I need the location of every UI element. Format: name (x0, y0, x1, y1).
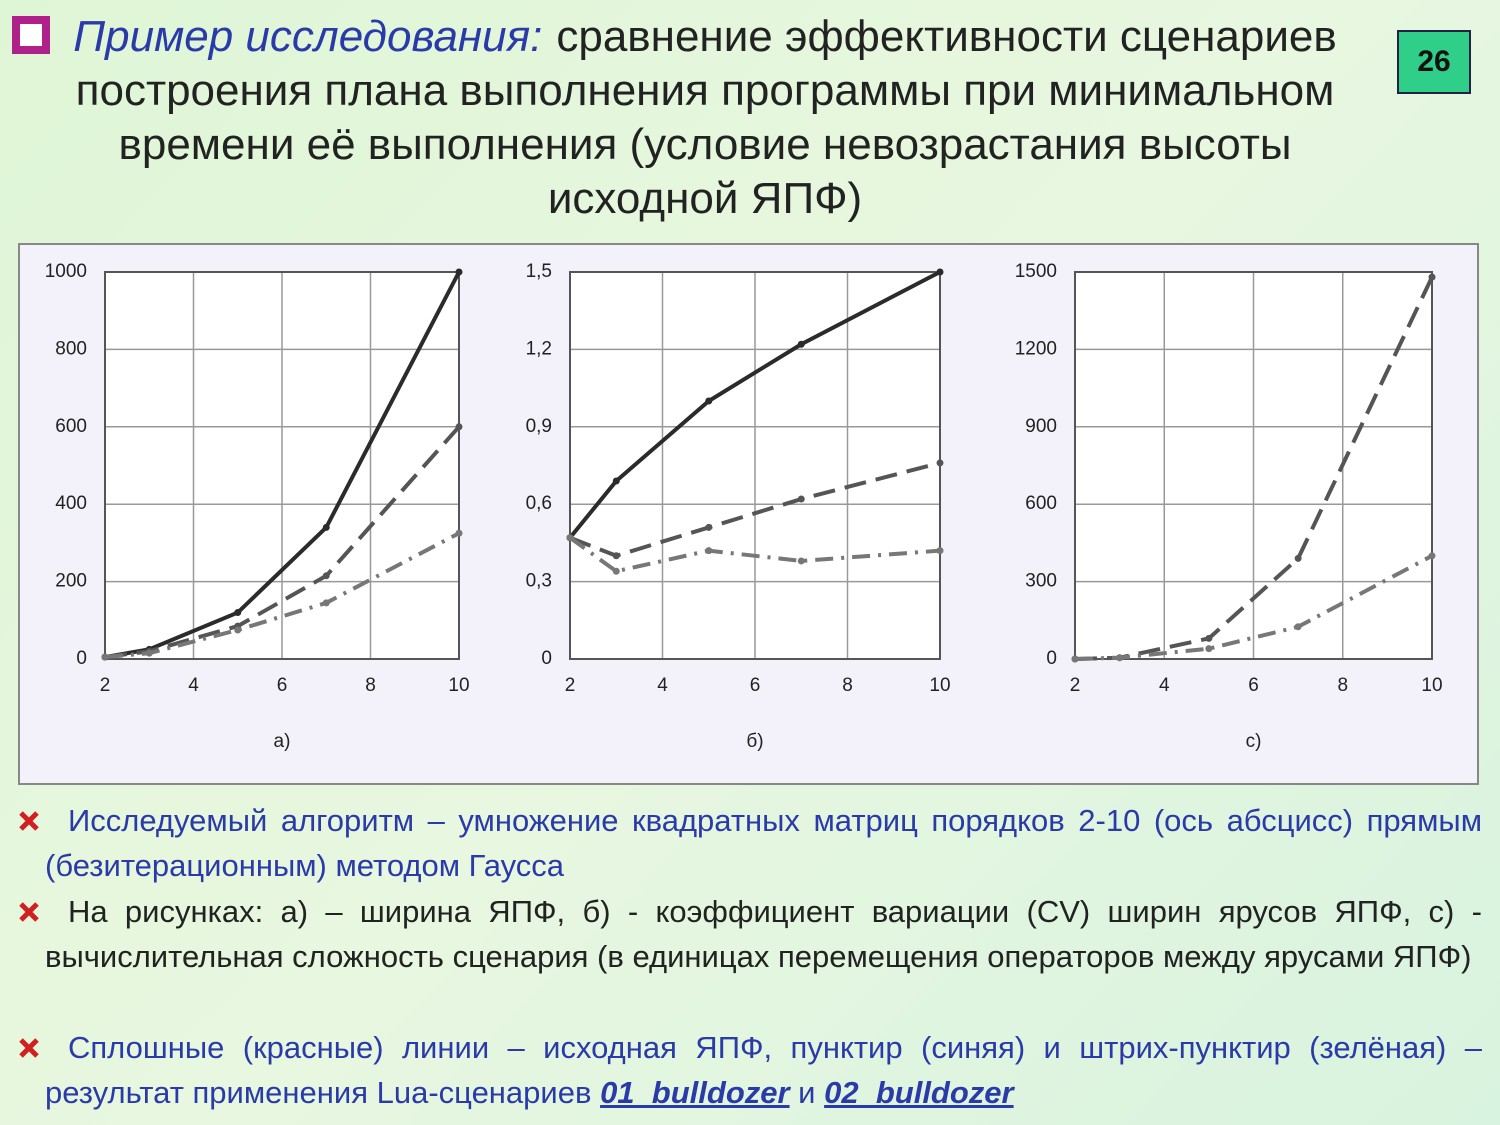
chart-label: с) (1246, 731, 1262, 752)
point (1294, 623, 1302, 631)
x-tick-label: 8 (1337, 675, 1348, 696)
y-tick-label: 1500 (1015, 261, 1057, 282)
point (322, 523, 330, 531)
y-tick-label: 0 (541, 648, 552, 669)
y-tick-label: 400 (55, 493, 87, 514)
point (455, 423, 463, 431)
plot-frame (1074, 271, 1433, 660)
y-tick-label: 1200 (1015, 338, 1057, 359)
point (936, 547, 944, 555)
point (612, 567, 620, 575)
logo-inner (20, 24, 42, 46)
bullet-icon (19, 811, 39, 831)
x-tick-label: 4 (188, 675, 199, 696)
script-name: 01_bulldozer (600, 1075, 790, 1110)
point (797, 557, 805, 565)
point (145, 649, 153, 657)
x-tick-label: 8 (365, 675, 376, 696)
point (234, 626, 242, 634)
point (455, 268, 463, 276)
title-text: сравнение эффективности сценариев постро… (75, 12, 1337, 223)
bullet: На рисунках: а) – ширина ЯПФ, б) - коэфф… (19, 889, 1482, 979)
x-tick-label: 2 (1070, 675, 1081, 696)
title: Пример исследования: сравнение эффективно… (60, 10, 1350, 226)
x-tick-label: 10 (448, 675, 469, 696)
point (455, 529, 463, 537)
x-tick-label: 4 (1159, 675, 1170, 696)
point (1428, 273, 1436, 281)
point (705, 523, 713, 531)
y-tick-label: 0 (1046, 648, 1057, 669)
point (322, 599, 330, 607)
x-tick-label: 10 (1421, 675, 1442, 696)
point (612, 477, 620, 485)
x-tick-label: 6 (1248, 675, 1259, 696)
point (1071, 655, 1079, 663)
y-tick-label: 1000 (45, 261, 87, 282)
y-tick-label: 900 (1025, 416, 1057, 437)
x-tick-label: 2 (100, 675, 111, 696)
y-tick-label: 1,2 (526, 338, 552, 359)
y-tick-label: 0,9 (526, 416, 552, 437)
y-tick-label: 0 (76, 648, 87, 669)
point (705, 547, 713, 555)
point (797, 495, 805, 503)
point (1428, 552, 1436, 560)
y-tick-label: 0,3 (526, 571, 552, 592)
y-tick-label: 600 (55, 416, 87, 437)
bullet: Сплошные (красные) линии – исходная ЯПФ,… (19, 1025, 1482, 1115)
y-tick-label: 200 (55, 571, 87, 592)
y-tick-label: 800 (55, 338, 87, 359)
point (1205, 634, 1213, 642)
x-tick-label: 4 (657, 675, 668, 696)
point (566, 534, 574, 542)
point (234, 609, 242, 617)
point (612, 552, 620, 560)
title-italic: Пример исследования: (73, 12, 543, 61)
bullet-icon (19, 1038, 39, 1058)
x-tick-label: 6 (277, 675, 288, 696)
bullet-text: Сплошные (красные) линии – исходная ЯПФ,… (45, 1030, 1482, 1110)
point (1294, 554, 1302, 562)
y-tick-label: 300 (1025, 571, 1057, 592)
line-series (1074, 554, 1433, 661)
bullet: Исследуемый алгоритм – умножение квадрат… (19, 798, 1482, 888)
y-tick-label: 600 (1025, 493, 1057, 514)
point (705, 397, 713, 405)
point (101, 653, 109, 661)
y-tick-label: 1,5 (526, 261, 552, 282)
bullet-text: и (789, 1075, 825, 1110)
point (322, 572, 330, 580)
script-name: 02_bulldozer (824, 1075, 1014, 1110)
point (1116, 654, 1124, 662)
point (936, 268, 944, 276)
point (797, 340, 805, 348)
bullet-text: На рисунках: а) – ширина ЯПФ, б) - коэфф… (45, 894, 1482, 974)
x-tick-label: 8 (842, 675, 853, 696)
bullet-text: Исследуемый алгоритм – умножение квадрат… (45, 803, 1482, 883)
y-tick-label: 0,6 (526, 493, 552, 514)
chart-label: б) (746, 731, 763, 752)
point (1205, 645, 1213, 653)
plot-frame (104, 271, 460, 660)
bullet-icon (19, 902, 39, 922)
page-number: 26 (1397, 30, 1471, 94)
x-tick-label: 10 (929, 675, 950, 696)
chart-label: а) (274, 731, 291, 752)
x-tick-label: 2 (565, 675, 576, 696)
charts: 0 200 400 600 800 1000 2 4 6 8 10 а) 0 0,3 0,6 0,9 1,2 1,… (12, 16, 1479, 785)
point (936, 459, 944, 467)
x-tick-label: 6 (750, 675, 761, 696)
